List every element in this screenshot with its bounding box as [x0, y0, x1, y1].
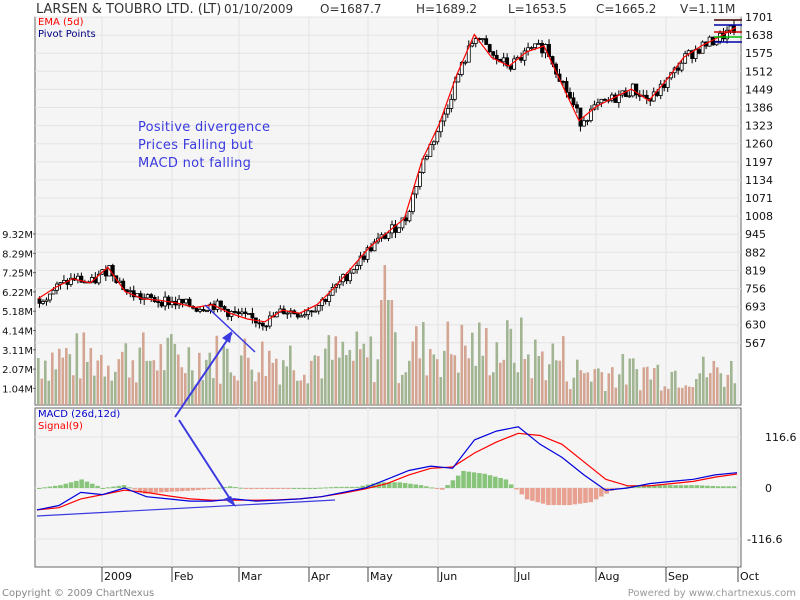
open-value: O=1687.7: [320, 2, 382, 16]
svg-text:7.25M: 7.25M: [2, 269, 33, 280]
svg-text:9.32M: 9.32M: [2, 230, 33, 241]
svg-text:1386: 1386: [745, 102, 773, 115]
svg-text:3.11M: 3.11M: [2, 346, 33, 357]
svg-text:Jul: Jul: [516, 570, 530, 583]
annotation-line-1: Positive divergence: [138, 120, 271, 135]
svg-text:Sep: Sep: [668, 570, 689, 583]
svg-text:Apr: Apr: [311, 570, 331, 583]
chart-header: LARSEN & TOUBRO LTD. (LT) 01/10/2009 O=1…: [0, 0, 800, 18]
svg-text:630: 630: [745, 319, 766, 332]
svg-text:1449: 1449: [745, 83, 773, 96]
svg-text:1197: 1197: [745, 156, 773, 169]
svg-text:1260: 1260: [745, 138, 773, 151]
svg-text:1575: 1575: [745, 47, 773, 60]
macd-legend-label: MACD (26d,12d): [38, 409, 121, 420]
volume-value: V=1.11M: [680, 2, 736, 16]
svg-text:Jun: Jun: [439, 570, 457, 583]
svg-text:0: 0: [765, 482, 772, 495]
copyright-text: Copyright © 2009 ChartNexus: [2, 588, 155, 599]
svg-text:756: 756: [745, 283, 766, 296]
svg-text:1071: 1071: [745, 192, 773, 205]
high-value: H=1689.2: [416, 2, 478, 16]
svg-text:Aug: Aug: [598, 570, 619, 583]
svg-text:May: May: [370, 570, 393, 583]
svg-text:567: 567: [745, 337, 766, 350]
svg-text:693: 693: [745, 301, 766, 314]
svg-text:Feb: Feb: [174, 570, 193, 583]
macd-legend: MACD (26d,12d) Signal(9): [38, 409, 120, 433]
ema-legend: EMA (5d): [38, 17, 84, 28]
price-legend: EMA (5d) Pivot Points: [38, 17, 96, 41]
quote-date: 01/10/2009: [224, 2, 294, 16]
close-value: C=1665.2: [596, 2, 657, 16]
svg-text:1323: 1323: [745, 120, 773, 133]
svg-text:819: 819: [745, 264, 766, 277]
svg-text:1701: 1701: [745, 11, 773, 24]
svg-text:5.18M: 5.18M: [2, 307, 33, 318]
svg-text:1134: 1134: [745, 174, 773, 187]
annotation-line-2: Prices Falling but: [138, 138, 254, 153]
svg-text:882: 882: [745, 246, 766, 259]
svg-text:1.04M: 1.04M: [2, 384, 33, 395]
svg-text:1512: 1512: [745, 65, 773, 78]
svg-text:1638: 1638: [745, 29, 773, 42]
svg-text:1008: 1008: [745, 210, 773, 223]
svg-text:2.07M: 2.07M: [2, 365, 33, 376]
powered-by-link[interactable]: Powered by www.chartnexus.com: [627, 588, 796, 599]
svg-text:Mar: Mar: [241, 570, 262, 583]
svg-text:4.14M: 4.14M: [2, 327, 33, 338]
divergence-annotation: Positive divergence Prices Falling but M…: [138, 119, 270, 173]
svg-text:116.6: 116.6: [765, 431, 797, 444]
svg-text:Oct: Oct: [740, 570, 760, 583]
stock-title: LARSEN & TOUBRO LTD. (LT): [36, 2, 222, 17]
low-value: L=1653.5: [508, 2, 567, 16]
svg-text:-116.6: -116.6: [747, 533, 782, 546]
svg-text:6.22M: 6.22M: [2, 288, 33, 299]
svg-text:945: 945: [745, 228, 766, 241]
svg-text:8.29M: 8.29M: [2, 249, 33, 260]
annotation-line-3: MACD not falling: [138, 156, 252, 171]
pivot-legend: Pivot Points: [38, 29, 96, 40]
signal-legend-label: Signal(9): [38, 421, 83, 432]
svg-text:2009: 2009: [104, 570, 132, 583]
